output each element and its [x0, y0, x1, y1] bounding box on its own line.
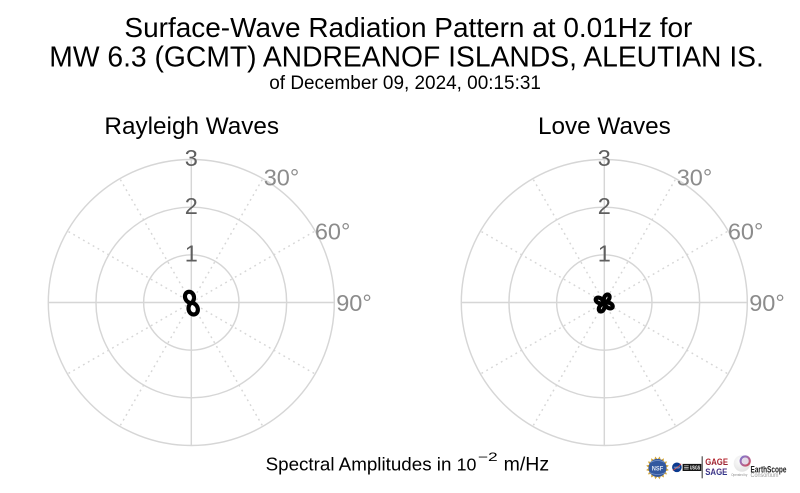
svg-text:1: 1: [598, 240, 611, 266]
svg-text:3: 3: [598, 145, 611, 171]
svg-text:GAGE: GAGE: [705, 457, 728, 467]
svg-text:SAGE: SAGE: [705, 467, 727, 477]
svg-text:1: 1: [185, 240, 198, 266]
svg-text:of December 09, 2024, 00:15:31: of December 09, 2024, 00:15:31: [269, 73, 541, 94]
svg-text:Consortium: Consortium: [751, 472, 779, 479]
svg-text:30°: 30°: [677, 164, 713, 190]
svg-text:Rayleigh Waves: Rayleigh Waves: [104, 113, 279, 140]
svg-text:90°: 90°: [749, 290, 785, 316]
svg-text:Operated by: Operated by: [731, 473, 747, 477]
svg-text:3: 3: [185, 145, 198, 171]
svg-text:NSF: NSF: [652, 465, 664, 472]
svg-text:NASA: NASA: [674, 466, 681, 470]
svg-text:60°: 60°: [315, 218, 351, 244]
svg-text:60°: 60°: [728, 218, 764, 244]
svg-text:MW 6.3 (GCMT) ANDREANOF ISLAND: MW 6.3 (GCMT) ANDREANOF ISLANDS, ALEUTIA…: [49, 40, 764, 72]
svg-text:2: 2: [598, 193, 611, 219]
svg-text:EarthScope: EarthScope: [751, 464, 787, 474]
svg-text:2: 2: [185, 193, 198, 219]
svg-text:30°: 30°: [264, 164, 300, 190]
svg-text:Love Waves: Love Waves: [538, 113, 671, 140]
svg-text:Surface-Wave Radiation Pattern: Surface-Wave Radiation Pattern at 0.01Hz…: [124, 12, 692, 43]
svg-text:USGS: USGS: [690, 466, 700, 472]
svg-text:90°: 90°: [336, 290, 372, 316]
